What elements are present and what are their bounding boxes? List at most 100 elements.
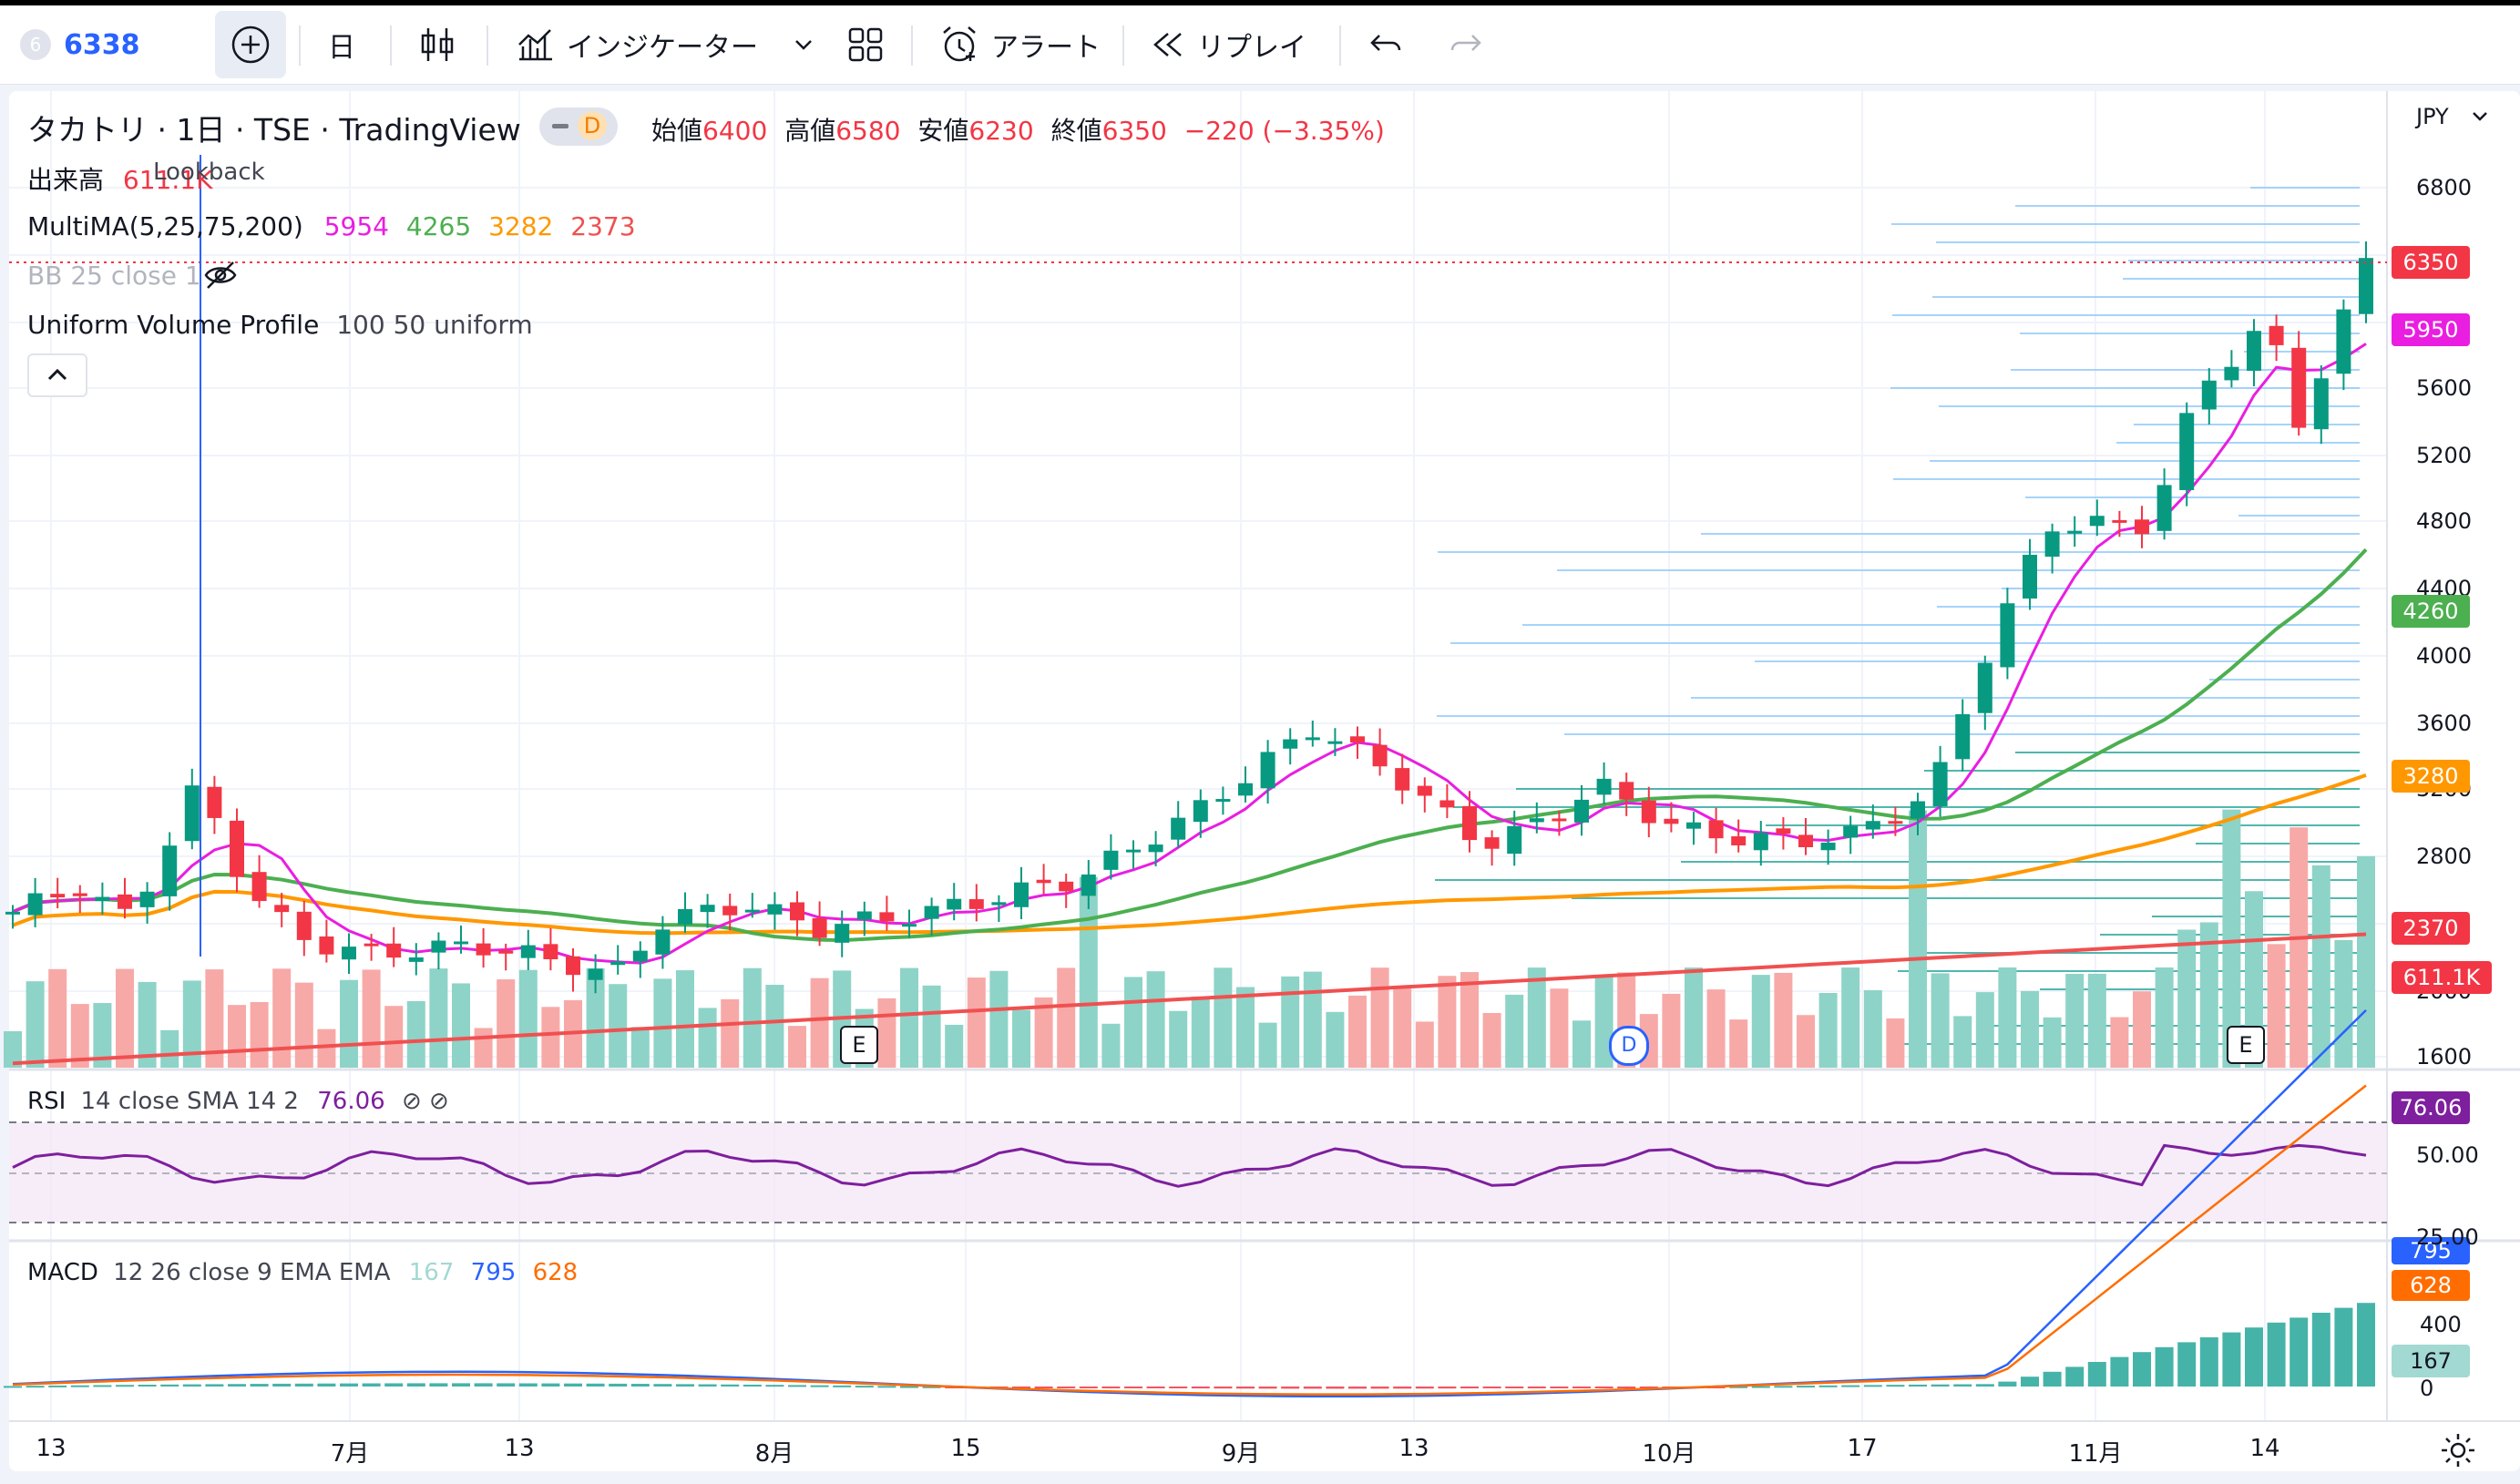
- volume-bar: [788, 1026, 806, 1068]
- dividend-marker[interactable]: D: [1609, 1026, 1649, 1066]
- macd-histogram-bar: [1527, 1387, 1546, 1388]
- volume-bar: [2311, 865, 2330, 1068]
- price-tick: 2800: [2416, 844, 2473, 869]
- volume-bar: [1236, 987, 1255, 1068]
- chevron-down-icon[interactable]: [2471, 109, 2489, 124]
- candle-body: [655, 929, 671, 955]
- volume-bar: [765, 985, 784, 1068]
- gear-icon[interactable]: [2438, 1430, 2478, 1470]
- macd-histogram-bar: [2043, 1371, 2062, 1387]
- candle-body: [632, 950, 648, 962]
- candle-body: [118, 894, 132, 909]
- volume-bar: [1886, 1018, 1905, 1068]
- candle-body: [856, 911, 872, 920]
- delay-badge[interactable]: D: [539, 107, 618, 146]
- add-symbol-button[interactable]: [215, 11, 286, 78]
- volume-bar: [2199, 922, 2218, 1068]
- ma200-line: [12, 932, 2367, 1066]
- volume-bar: [2043, 1017, 2062, 1068]
- candle-body: [1731, 836, 1747, 846]
- hist-price-label: 167: [2392, 1345, 2470, 1377]
- candle-body: [1888, 821, 1903, 824]
- volume-bar: [810, 977, 829, 1068]
- candle-body: [700, 905, 715, 913]
- candle-body: [2201, 380, 2217, 410]
- volume-bar: [317, 1029, 336, 1068]
- candle-body: [1417, 785, 1432, 796]
- volume-bar: [452, 983, 470, 1068]
- volume-bar: [541, 1007, 560, 1068]
- candle-body: [2135, 519, 2149, 535]
- candle-body: [2336, 309, 2351, 374]
- date-tick: 17: [1847, 1435, 1878, 1462]
- collapse-legend-button[interactable]: [27, 353, 87, 397]
- interval-button[interactable]: 日: [328, 5, 355, 84]
- macd-histogram-bar: [1214, 1387, 1233, 1389]
- replay-button[interactable]: リプレイ: [1150, 5, 1306, 84]
- candle-body: [610, 961, 626, 966]
- candle-body: [1462, 805, 1477, 841]
- volume-bar: [2267, 944, 2286, 1068]
- candle-body: [2000, 603, 2015, 668]
- macd-histogram-bar: [2245, 1327, 2263, 1387]
- volume-bar: [48, 968, 67, 1068]
- volume-bar: [721, 998, 740, 1068]
- volume-bar: [1706, 989, 1726, 1068]
- volume-bar: [2177, 929, 2197, 1068]
- macd-histogram-bar: [70, 1385, 89, 1387]
- volume-bar: [2222, 809, 2241, 1068]
- candle-body: [1552, 818, 1567, 822]
- candle-body: [431, 940, 446, 953]
- candle-body: [1955, 714, 1971, 760]
- volume-bar: [93, 1003, 112, 1068]
- volume-bar: [1124, 977, 1142, 1068]
- date-tick: 11月: [2068, 1440, 2123, 1468]
- candle-body: [1350, 736, 1365, 743]
- candle-body: [2179, 413, 2195, 490]
- macd-histogram-bar: [698, 1384, 717, 1387]
- chart-type-button[interactable]: [419, 5, 456, 84]
- candle-body: [1238, 783, 1253, 796]
- alarm-clock-icon: [943, 26, 976, 62]
- candle-body: [2313, 378, 2329, 430]
- volume-bar: [989, 970, 1009, 1068]
- candle-body: [968, 899, 984, 909]
- macd-histogram-bar: [1953, 1384, 1972, 1387]
- undo-icon: [1370, 35, 1401, 51]
- eye-off-icon[interactable]: [202, 259, 239, 292]
- candle-body: [1327, 741, 1343, 744]
- indicators-dropdown[interactable]: [793, 5, 814, 84]
- volume-bar: [676, 970, 694, 1068]
- candle-body: [386, 943, 402, 958]
- alert-button[interactable]: アラート: [938, 5, 1101, 84]
- replay-icon: [1153, 33, 1182, 56]
- date-tick: 13: [504, 1435, 535, 1462]
- layout-button[interactable]: [847, 5, 884, 84]
- macd-histogram-bar: [205, 1384, 224, 1387]
- candle-body: [2291, 347, 2307, 428]
- volume-bar: [1101, 1023, 1121, 1068]
- redo-button[interactable]: [1447, 5, 1483, 84]
- macd-histogram-bar: [2267, 1322, 2286, 1387]
- candle-body: [1372, 744, 1388, 767]
- volume-bar: [1863, 989, 1882, 1068]
- earnings-marker[interactable]: E: [840, 1026, 878, 1064]
- volume-bar: [2065, 974, 2085, 1068]
- macd-histogram-bar: [26, 1386, 45, 1388]
- earnings-marker[interactable]: E: [2227, 1026, 2265, 1064]
- candle-body: [2067, 530, 2083, 534]
- indicators-button[interactable]: インジケーター: [516, 5, 758, 84]
- candle-body: [1932, 762, 1948, 807]
- currency-label[interactable]: JPY: [2416, 104, 2449, 129]
- macd-histogram-bar: [452, 1383, 470, 1387]
- candle-body: [2359, 258, 2373, 314]
- macd-histogram-bar: [922, 1386, 941, 1388]
- symbol-button[interactable]: 6 6338: [20, 5, 140, 84]
- macd-histogram-bar: [116, 1385, 134, 1387]
- volume-price-label: 611.1K: [2392, 961, 2492, 994]
- candle-body: [296, 911, 312, 940]
- volume-bar: [429, 968, 448, 1068]
- candle-body: [1484, 837, 1500, 849]
- undo-button[interactable]: [1368, 5, 1405, 84]
